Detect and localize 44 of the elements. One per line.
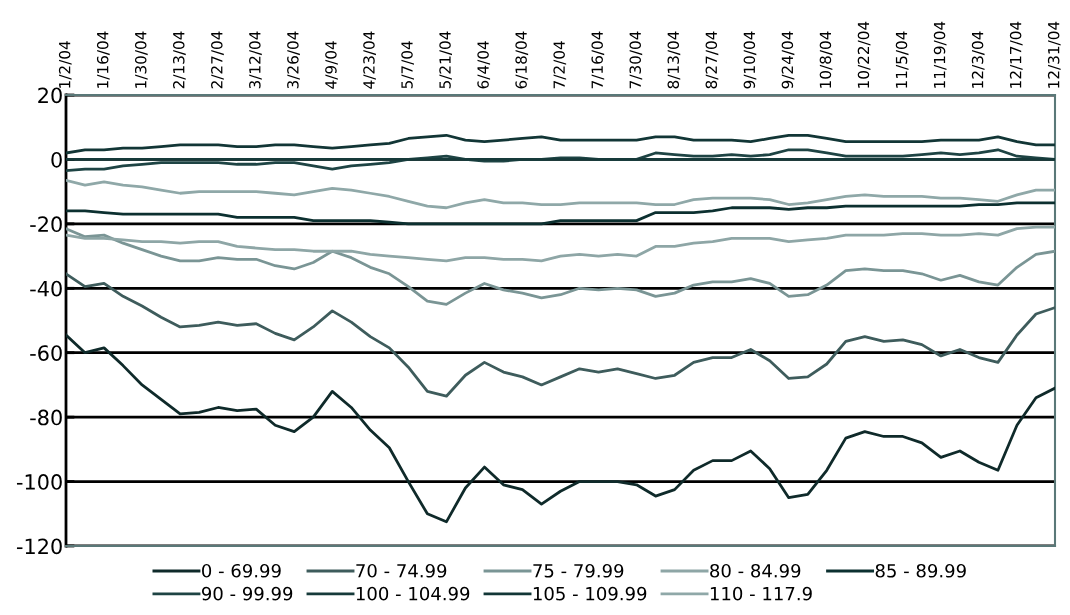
x-tick-label: 4/9/04 bbox=[325, 41, 338, 89]
y-tick-label: -40 bbox=[30, 280, 62, 297]
x-tick-label: 2/13/04 bbox=[172, 31, 186, 89]
legend-label: 85 - 89.99 bbox=[875, 563, 966, 578]
x-tick-label: 2/27/04 bbox=[211, 31, 224, 89]
x-tick-label: 8/27/04 bbox=[705, 31, 719, 89]
legend-label: 100 - 104.99 bbox=[356, 586, 470, 601]
x-tick-label: 1/2/04 bbox=[58, 41, 72, 88]
legend-label: 80 - 84.99 bbox=[710, 563, 801, 578]
x-tick-label: 11/19/04 bbox=[933, 21, 947, 88]
y-tick-label: 0 bbox=[51, 151, 62, 168]
x-tick-label: 12/3/04 bbox=[971, 31, 985, 88]
x-tick-label: 7/30/04 bbox=[629, 31, 643, 89]
y-tick-label: -100 bbox=[16, 474, 62, 490]
y-tick-label: -120 bbox=[16, 538, 62, 555]
x-tick-label: 10/22/04 bbox=[857, 21, 871, 88]
x-tick-label: 5/7/04 bbox=[401, 41, 414, 89]
legend-label: 90 - 99.99 bbox=[201, 586, 293, 601]
x-tick-label: 11/5/04 bbox=[895, 31, 909, 88]
y-tick-label: 20 bbox=[38, 87, 62, 104]
x-tick-label: 9/24/04 bbox=[781, 31, 795, 89]
x-tick-label: 1/16/04 bbox=[96, 31, 110, 88]
x-tick-label: 9/10/04 bbox=[743, 31, 757, 89]
y-tick-label: -80 bbox=[30, 409, 62, 426]
legend-label: 105 - 109.99 bbox=[533, 586, 647, 601]
x-tick-label: 8/13/04 bbox=[667, 31, 681, 89]
x-tick-label: 3/12/04 bbox=[249, 31, 262, 89]
x-tick-label: 7/2/04 bbox=[553, 41, 567, 89]
x-tick-label: 1/30/04 bbox=[134, 31, 148, 88]
x-tick-label: 10/8/04 bbox=[819, 31, 833, 88]
x-tick-label: 6/4/04 bbox=[477, 41, 491, 89]
x-tick-label: 5/21/04 bbox=[439, 31, 453, 89]
x-tick-label: 12/31/04 bbox=[1047, 21, 1061, 88]
y-tick-label: -60 bbox=[30, 345, 62, 361]
legend-label: 70 - 74.99 bbox=[356, 563, 447, 578]
legend-label: 75 - 79.99 bbox=[533, 563, 624, 578]
legend-label: 110 - 117.9 bbox=[710, 586, 812, 601]
x-tick-label: 7/16/04 bbox=[591, 31, 605, 89]
x-tick-label: 6/18/04 bbox=[515, 31, 529, 89]
x-tick-label: 4/23/04 bbox=[363, 31, 376, 89]
y-tick-label: -20 bbox=[30, 216, 62, 233]
legend-label: 0 - 69.99 bbox=[202, 563, 281, 578]
x-tick-label: 12/17/04 bbox=[1009, 21, 1023, 88]
x-tick-label: 3/26/04 bbox=[287, 31, 300, 89]
